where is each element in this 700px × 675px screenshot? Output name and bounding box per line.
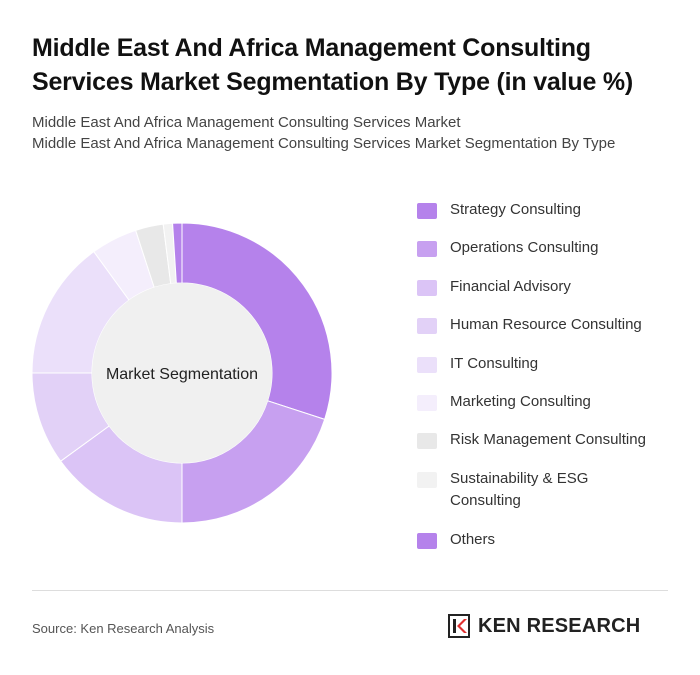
legend-swatch: [417, 395, 437, 411]
legend-label: Risk Management Consulting: [450, 431, 646, 448]
legend-swatch: [417, 433, 437, 449]
legend-label: Financial Advisory: [450, 278, 571, 295]
chart-subtitle-line-2: Middle East And Africa Management Consul…: [32, 135, 616, 152]
legend-item: Sustainability & ESG Consulting: [417, 468, 672, 512]
chart-subtitle: Middle East And Africa Management Consul…: [32, 112, 672, 154]
brand-logo: KEN RESEARCH: [448, 614, 640, 638]
legend-item: Marketing Consulting: [417, 391, 672, 413]
chart-title-line-1: Middle East And Africa Management Consul…: [32, 34, 591, 62]
donut-center: [92, 283, 272, 463]
legend-swatch: [417, 280, 437, 296]
legend-item: Financial Advisory: [417, 276, 672, 298]
legend-label: Human Resource Consulting: [450, 316, 642, 333]
legend-swatch: [417, 203, 437, 219]
donut-chart: Market Segmentation: [31, 222, 333, 524]
legend-label: Marketing Consulting: [450, 393, 591, 410]
legend-label: Operations Consulting: [450, 239, 599, 256]
chart-title-line-2: Services Market Segmentation By Type (in…: [32, 68, 634, 96]
legend-label: IT Consulting: [450, 355, 539, 372]
legend-swatch: [417, 241, 437, 257]
legend-label: Strategy Consulting: [450, 201, 581, 218]
source-note: Source: Ken Research Analysis: [32, 621, 215, 636]
legend-item: IT Consulting: [417, 353, 672, 375]
legend-swatch: [417, 318, 437, 334]
donut-center-label: Market Segmentation: [106, 366, 258, 383]
legend-item: Strategy Consulting: [417, 199, 672, 221]
legend-item: Others: [417, 529, 672, 551]
legend-item: Operations Consulting: [417, 237, 672, 259]
chart-subtitle-line-1: Middle East And Africa Management Consul…: [32, 114, 461, 131]
footer-divider: [32, 590, 668, 591]
brand-mark-icon: [448, 614, 470, 638]
legend-item: Human Resource Consulting: [417, 314, 672, 336]
chart-title: Middle East And Africa Management Consul…: [32, 31, 672, 99]
legend-label: Others: [450, 531, 496, 548]
legend-swatch: [417, 472, 437, 488]
brand-name: KEN RESEARCH: [478, 614, 641, 637]
legend-swatch: [417, 533, 437, 549]
legend-label: Sustainability & ESG Consulting: [450, 470, 589, 509]
legend-item: Risk Management Consulting: [417, 429, 672, 451]
legend-swatch: [417, 357, 437, 373]
